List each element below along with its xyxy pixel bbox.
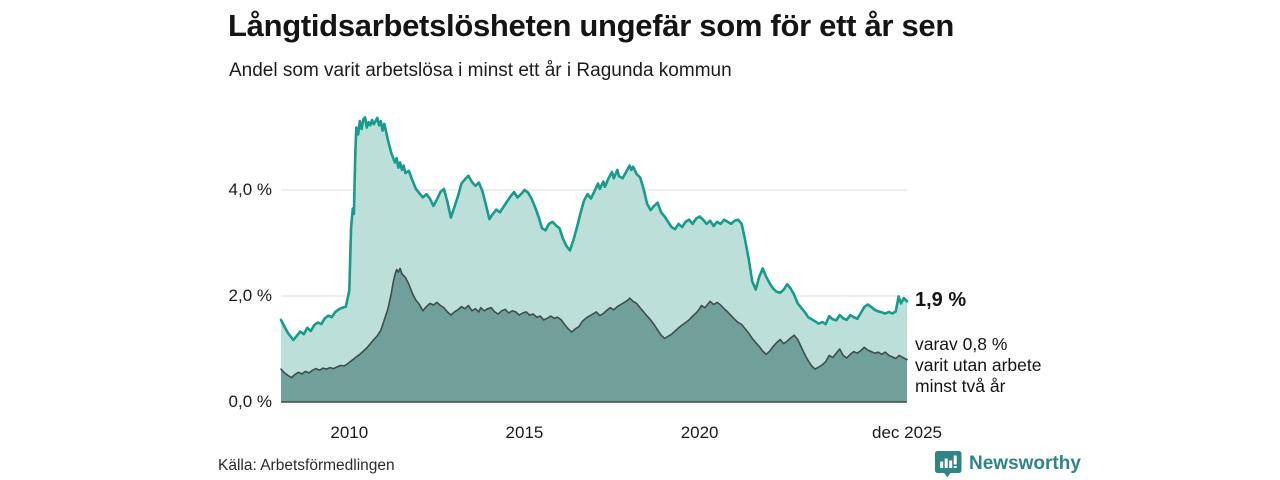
x-axis-label: dec 2025 xyxy=(872,423,942,442)
y-axis-label: 0,0 % xyxy=(228,392,272,411)
x-axis-label: 2020 xyxy=(680,423,719,442)
page-title: Långtidsarbetslösheten ungefär som för e… xyxy=(228,8,955,43)
y-axis-label: 2,0 % xyxy=(228,286,272,305)
latest-value-label: 1,9 % xyxy=(915,289,967,311)
x-axis-label: 2015 xyxy=(505,423,544,442)
x-axis-label: 2010 xyxy=(330,423,369,442)
source-caption: Källa: Arbetsförmedlingen xyxy=(218,457,395,474)
brand-name: Newsworthy xyxy=(969,453,1081,474)
newsworthy-brand: Newsworthy xyxy=(934,450,1081,478)
series-line-2 xyxy=(280,267,908,379)
latest-detail-line: varav 0,8 % xyxy=(915,334,1008,354)
y-axis-label: 4,0 % xyxy=(228,180,272,199)
newsworthy-logo-icon xyxy=(935,451,962,478)
series-line-1 xyxy=(279,116,909,342)
latest-detail-line: varit utan arbete xyxy=(915,355,1042,375)
latest-detail-label: varav 0,8 % varit utan arbete minst två år xyxy=(915,334,1041,397)
series-area-2 xyxy=(281,268,907,402)
chart-subtitle: Andel som varit arbetslösa i minst ett å… xyxy=(229,60,732,81)
latest-detail-line: minst två år xyxy=(915,376,1006,396)
